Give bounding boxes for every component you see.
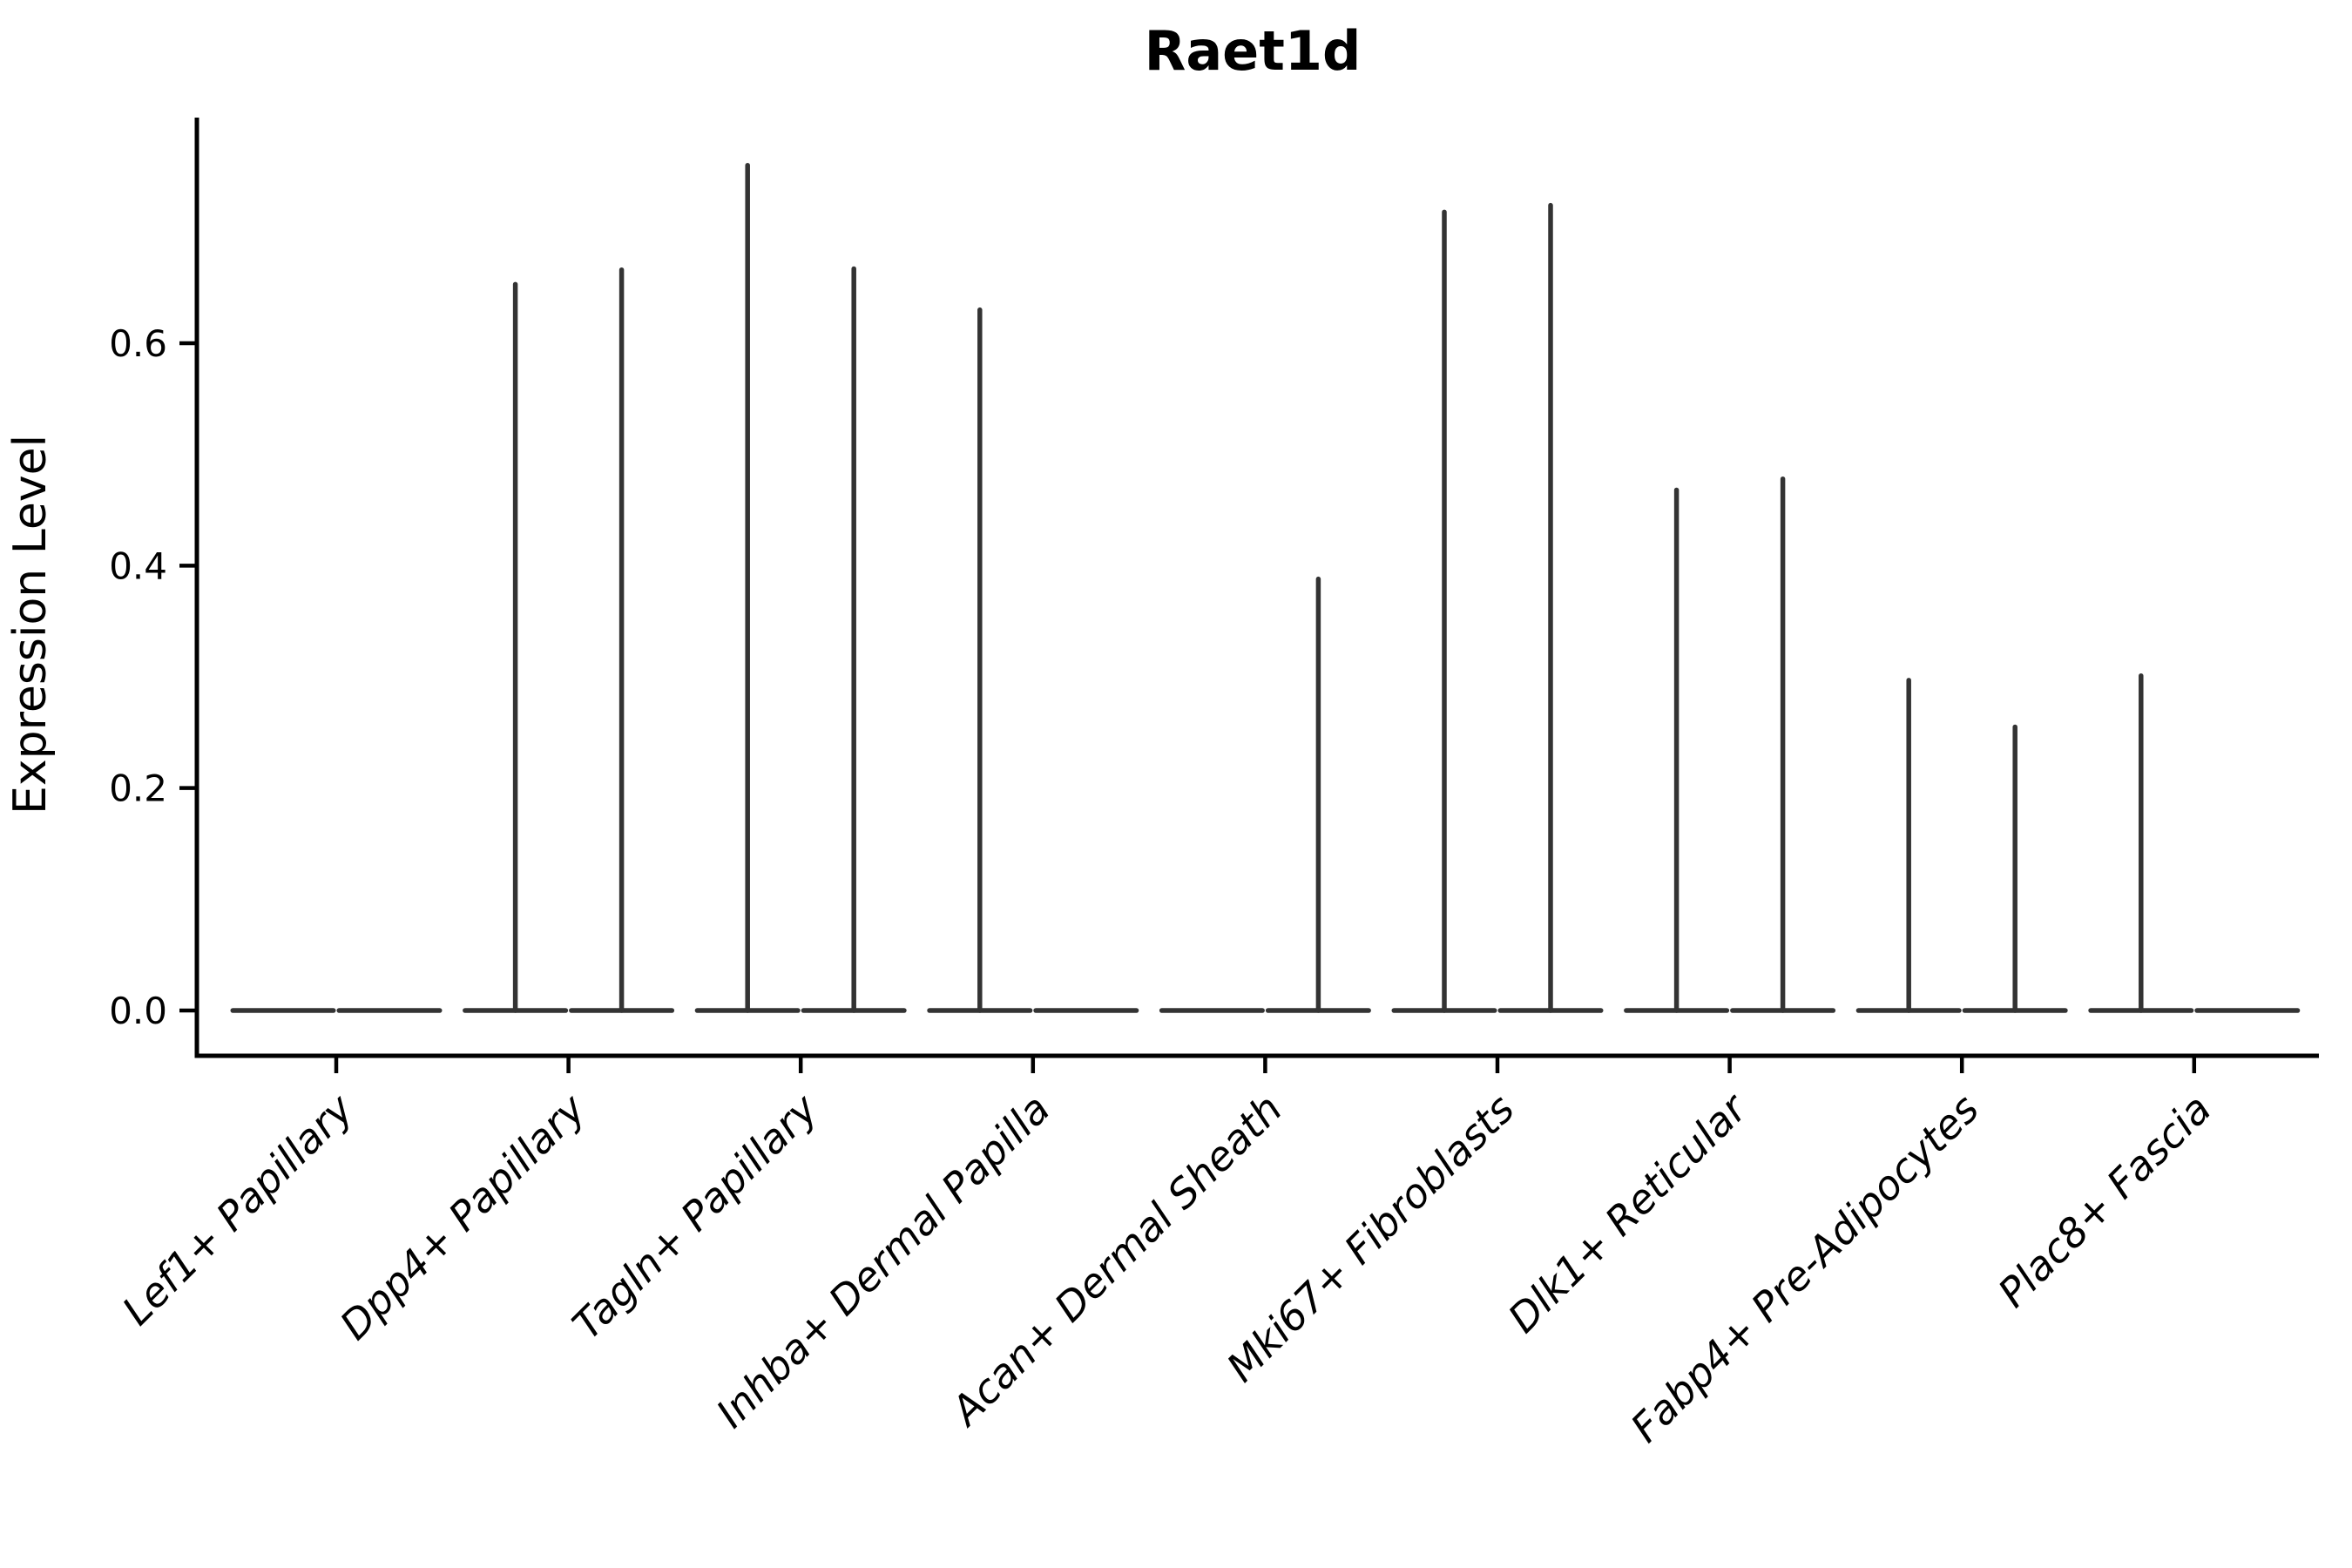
y-tick-label: 0.2 <box>109 767 167 810</box>
violin-group <box>1159 576 1371 1013</box>
violin-base <box>1033 1008 1139 1013</box>
violin-base <box>1159 1008 1265 1013</box>
violin-glyphs <box>230 162 2301 1013</box>
axis-spines <box>194 118 2319 1058</box>
x-tick-label: Plac8+ Fascia <box>1989 1085 2220 1316</box>
violin-group <box>1624 476 1836 1013</box>
violin-base <box>2194 1008 2301 1013</box>
y-tick-label: 0.4 <box>109 544 167 587</box>
violin-group <box>1391 202 1604 1013</box>
violin-base <box>336 1008 443 1013</box>
violin-group <box>230 1008 443 1013</box>
y-axis-ticks: 0.0 0.2 0.4 0.6 <box>109 322 197 1032</box>
chart-title: Raet1d <box>1145 19 1362 83</box>
violin-group <box>927 307 1139 1013</box>
violin-group <box>694 162 907 1013</box>
violin-group <box>1855 678 2068 1013</box>
x-tick-label: Dlk1+ Reticular <box>1499 1083 1758 1342</box>
x-tick-label: Tagln+ Papillary <box>564 1085 828 1348</box>
y-tick-label: 0.0 <box>109 990 167 1032</box>
x-tick-label: Lef1+ Papillary <box>113 1085 362 1334</box>
violin-group <box>463 267 675 1013</box>
x-tick-label: Dpp4+ Papillary <box>331 1085 595 1348</box>
violin-group <box>2088 672 2301 1013</box>
y-tick-label: 0.6 <box>109 322 167 365</box>
violin-base <box>230 1008 336 1013</box>
y-axis-label: Expression Level <box>4 435 57 814</box>
